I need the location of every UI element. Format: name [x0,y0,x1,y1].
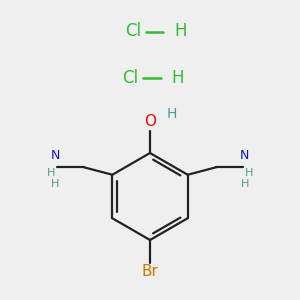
Text: H: H [171,69,184,87]
Text: Cl: Cl [122,69,138,87]
Text: H: H [174,22,187,40]
Text: N: N [240,149,249,162]
Text: N: N [51,149,60,162]
Text: O: O [144,114,156,129]
Text: Cl: Cl [125,22,141,40]
Text: Br: Br [142,264,158,279]
Text: H: H [47,168,55,178]
Text: H: H [51,179,59,189]
Text: H: H [167,107,177,122]
Text: H: H [245,168,253,178]
Text: H: H [241,179,249,189]
